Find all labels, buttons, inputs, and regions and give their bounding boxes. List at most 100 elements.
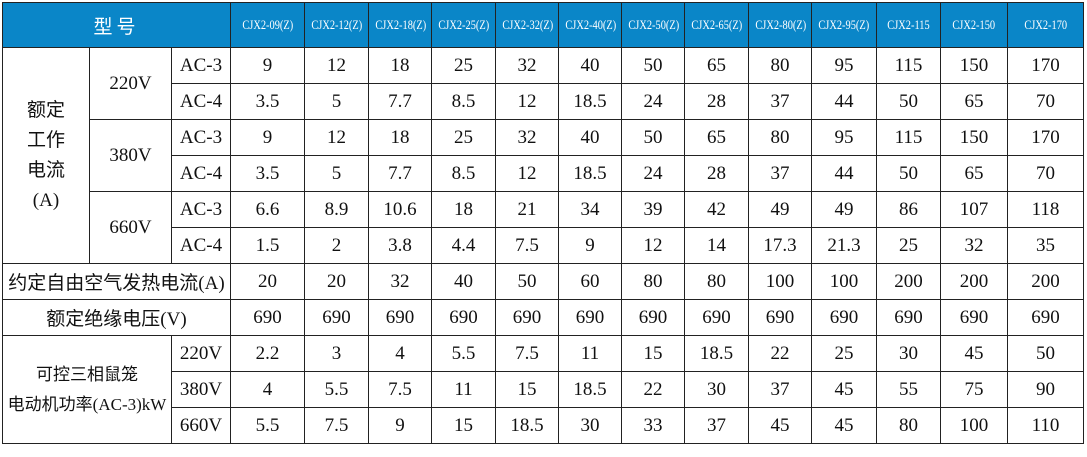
value-cell: 65: [684, 47, 749, 84]
value-cell: 90: [1007, 371, 1084, 408]
value-cell: 11: [431, 371, 496, 408]
value-cell: 33: [621, 407, 685, 444]
value-cell: 39: [621, 191, 685, 228]
value-cell: 50: [876, 155, 941, 192]
model-name: CJX2-25(Z): [438, 17, 490, 32]
value-cell: 18.5: [558, 371, 622, 408]
value-cell: 100: [940, 407, 1008, 444]
category-label: AC-4: [171, 227, 231, 264]
value-cell: 65: [684, 119, 749, 156]
value-cell: 80: [748, 47, 812, 84]
value-cell: 690: [304, 299, 369, 336]
motor-power-label: 可控三相鼠笼 电动机功率(AC-3)kW: [2, 335, 172, 444]
value-cell: 690: [876, 299, 941, 336]
value-cell: 690: [748, 299, 812, 336]
value-cell: 4: [368, 335, 432, 372]
value-cell: 12: [304, 119, 369, 156]
value-cell: 100: [748, 263, 812, 300]
model-name: CJX2-09(Z): [242, 17, 293, 32]
table-row: 660V AC-3 6.6 8.9 10.6 18 21 34 39 42 49 49 86 107 118: [3, 191, 1084, 264]
model-header: CJX2-80(Z): [748, 2, 812, 48]
value-cell: 25: [431, 47, 496, 84]
value-cell: 44: [811, 155, 877, 192]
value-cell: 25: [431, 119, 496, 156]
value-cell: 32: [368, 263, 432, 300]
value-cell: 7.7: [368, 83, 432, 120]
table-row: 约定自由空气发热电流(A) 20 20 32 40 50 60 80 80 100 100 200 20…: [2, 263, 1084, 300]
value-cell: 110: [1007, 407, 1084, 444]
value-cell: 15: [431, 407, 496, 444]
model-header: CJX2-12(Z): [304, 2, 369, 48]
value-cell: 37: [748, 371, 812, 408]
value-cell: 50: [621, 119, 685, 156]
table-row: 380V AC-3 9 12 18 25 32 40 50 65 80 95 115 150 170: [3, 119, 1084, 192]
value-cell: 80: [621, 263, 685, 300]
voltage-label: 660V: [89, 191, 172, 264]
value-cell: 15: [495, 371, 559, 408]
value-cell: 690: [621, 299, 685, 336]
model-name: CJX2-170: [1024, 17, 1067, 32]
model-title: 型号: [2, 2, 231, 48]
value-cell: 34: [558, 191, 622, 228]
table-row: 可控三相鼠笼 电动机功率(AC-3)kW 220V 2.2 3 4 5.5 7.5 11 15 18…: [2, 335, 1084, 444]
value-cell: 40: [558, 47, 622, 84]
value-cell: 95: [811, 119, 877, 156]
value-cell: 50: [1007, 335, 1084, 372]
value-cell: 690: [431, 299, 496, 336]
value-cell: 2: [304, 227, 369, 264]
value-cell: 11: [558, 335, 622, 372]
model-name: CJX2-80(Z): [755, 17, 807, 32]
model-name: CJX2-150: [952, 17, 996, 32]
value-cell: 1.5: [230, 227, 305, 264]
value-cell: 40: [558, 119, 622, 156]
value-cell: 2.2: [230, 335, 305, 372]
value-cell: 100: [811, 263, 877, 300]
value-cell: 37: [684, 407, 749, 444]
value-cell: 7.5: [368, 371, 432, 408]
value-cell: 24: [621, 155, 685, 192]
label-line: 工作: [26, 129, 65, 151]
voltage-label: 380V: [89, 119, 172, 192]
value-cell: 7.5: [495, 227, 559, 264]
table-row: 额定绝缘电压(V) 690 690 690 690 690 690 690 690 690 690 6…: [2, 299, 1084, 336]
value-cell: 21: [495, 191, 559, 228]
category-label: AC-3: [171, 47, 231, 84]
model-header: CJX2-40(Z): [558, 2, 622, 48]
value-cell: 690: [811, 299, 877, 336]
value-cell: 15: [621, 335, 685, 372]
model-header: CJX2-25(Z): [431, 2, 496, 48]
label-line: 电流: [26, 159, 65, 181]
value-cell: 50: [876, 83, 941, 120]
model-name: CJX2-65(Z): [691, 17, 743, 32]
value-cell: 20: [304, 263, 369, 300]
value-cell: 3.8: [368, 227, 432, 264]
value-cell: 12: [621, 227, 685, 264]
value-cell: 30: [684, 371, 749, 408]
value-cell: 49: [811, 191, 877, 228]
value-cell: 25: [811, 335, 877, 372]
category-label: AC-3: [171, 191, 231, 228]
value-cell: 690: [230, 299, 305, 336]
table-row: AC-4 3.5 5 7.7 8.5 12 18.5 24 28 37 44 50 65 70: [3, 155, 1084, 192]
value-cell: 65: [940, 83, 1008, 120]
value-cell: 22: [748, 335, 812, 372]
model-header: CJX2-50(Z): [621, 2, 685, 48]
value-cell: 28: [684, 155, 749, 192]
value-cell: 200: [876, 263, 941, 300]
value-cell: 18: [368, 119, 432, 156]
value-cell: 690: [558, 299, 622, 336]
value-cell: 690: [940, 299, 1008, 336]
value-cell: 118: [1007, 191, 1084, 228]
value-cell: 30: [876, 335, 941, 372]
rated-current-label: 额定 工作 电流 (A): [2, 47, 90, 264]
voltage-label: 660V: [171, 407, 231, 444]
value-cell: 28: [684, 83, 749, 120]
model-name: CJX2-18(Z): [375, 17, 427, 32]
value-cell: 49: [748, 191, 812, 228]
value-cell: 9: [558, 227, 622, 264]
value-cell: 5.5: [431, 335, 496, 372]
value-cell: 80: [876, 407, 941, 444]
value-cell: 45: [811, 407, 877, 444]
value-cell: 4.4: [431, 227, 496, 264]
model-header: CJX2-170: [1007, 2, 1084, 48]
